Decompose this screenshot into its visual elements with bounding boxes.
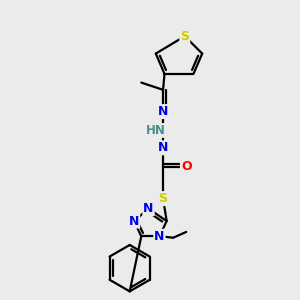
Text: S: S [158, 192, 167, 205]
Text: N: N [129, 214, 139, 227]
Text: O: O [181, 160, 192, 173]
Text: N: N [154, 230, 165, 243]
Text: HN: HN [146, 124, 166, 137]
Text: N: N [158, 105, 168, 118]
Text: S: S [180, 30, 189, 43]
Text: N: N [143, 202, 154, 215]
Text: N: N [158, 141, 168, 154]
